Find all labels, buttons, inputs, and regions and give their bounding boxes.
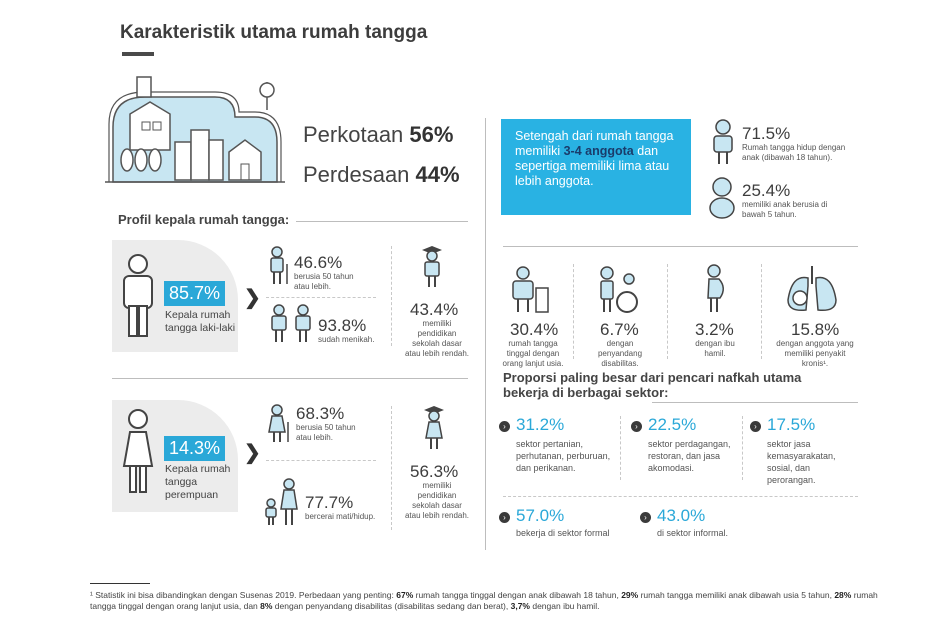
elderly-icon (505, 266, 551, 314)
divider (266, 297, 376, 298)
household-size-box: Setengah dari rumah tangga memiliki 3-4 … (501, 119, 691, 215)
sector-pct: 22.5% (648, 415, 697, 434)
wheelchair-icon (597, 266, 643, 314)
female-figure-icon (118, 408, 158, 494)
urban-stat: Perkotaan 56% (303, 122, 454, 147)
sector-caption: sektor jasa kemasyarakatan, sosial, dan … (767, 439, 836, 485)
divider (391, 406, 392, 530)
sector-pct: 31.2% (516, 415, 565, 434)
formal-caption: bekerja di sektor formal (516, 528, 610, 538)
divider (266, 460, 376, 461)
chevron-right-icon: ❯ (244, 442, 261, 464)
chevron-right-icon: › (640, 512, 651, 523)
sector-caption: sektor perdagangan, restoran, dan jasa a… (648, 439, 731, 473)
child-icon (708, 118, 738, 166)
female-label: Kepala rumah tangga perempuan (165, 463, 231, 501)
elderly-man-icon (268, 246, 290, 286)
divider (296, 221, 468, 222)
male-age-pct: 46.6% (294, 253, 343, 272)
children-caption: Rumah tangga hidup dengan anak (dibawah … (742, 143, 846, 162)
formal-pct: 57.0% (516, 506, 565, 525)
chevron-right-icon: ❯ (244, 287, 261, 309)
mother-child-icon (262, 477, 302, 527)
member-caption: dengan anggota yang memiliki penyakit kr… (776, 339, 854, 368)
graduate-woman-icon (422, 404, 446, 450)
couple-icon (268, 304, 316, 344)
female-edu-pct: 56.3% (410, 462, 459, 481)
baby-icon (706, 176, 738, 220)
graduate-icon (420, 244, 444, 288)
member-pct: 6.7% (600, 320, 639, 339)
footnote-rule (90, 583, 150, 584)
lungs-icon (784, 264, 840, 314)
divider (391, 246, 392, 346)
female-pct-badge: 14.3% (164, 436, 226, 461)
divider (761, 264, 762, 359)
female-divorced-pct: 77.7% (305, 493, 354, 512)
male-label: Kepala rumah tangga laki-laki (165, 309, 236, 334)
member-caption: dengan penyandang disabilitas. (597, 339, 643, 368)
children-pct: 71.5% (742, 124, 791, 143)
male-edu-caption: memiliki pendidikan sekolah dasar atau l… (404, 319, 470, 358)
title-underline (122, 52, 154, 56)
sector-caption: sektor pertanian, perhutanan, perburuan,… (516, 439, 611, 473)
male-edu-pct: 43.4% (410, 300, 459, 319)
town-illustration (105, 72, 285, 192)
female-age-pct: 68.3% (296, 404, 345, 423)
member-pct: 15.8% (791, 320, 840, 339)
member-caption: dengan ibu hamil. (695, 339, 735, 358)
male-married-pct: 93.8% (318, 316, 367, 335)
male-figure-icon (118, 252, 158, 338)
divider (503, 496, 858, 497)
divider (620, 416, 621, 480)
sector-pct: 17.5% (767, 415, 816, 434)
sector-heading: Proporsi paling besar dari pencari nafka… (503, 370, 802, 400)
chevron-right-icon: › (499, 421, 510, 432)
column-divider (485, 118, 486, 550)
chevron-right-icon: › (499, 512, 510, 523)
chevron-right-icon: › (750, 421, 761, 432)
elderly-woman-icon (268, 404, 290, 444)
female-edu-caption: memiliki pendidikan sekolah dasar atau l… (404, 481, 470, 520)
informal-pct: 43.0% (657, 506, 706, 525)
pregnant-icon (700, 264, 730, 314)
profile-heading: Profil kepala rumah tangga: (118, 212, 290, 227)
informal-caption: di sektor informal. (657, 528, 729, 538)
divider (112, 378, 468, 379)
page-title: Karakteristik utama rumah tangga (120, 22, 428, 43)
member-pct: 30.4% (510, 320, 559, 339)
under5-pct: 25.4% (742, 181, 791, 200)
divider (573, 264, 574, 359)
member-caption: rumah tangga tinggal dengan orang lanjut… (502, 339, 564, 368)
footnote: ¹ Statistik ini bisa dibandingkan dengan… (90, 590, 878, 611)
male-age-caption: berusia 50 tahun atau lebih. (294, 272, 354, 291)
rural-stat: Perdesaan 44% (303, 162, 460, 187)
female-divorced-caption: bercerai mati/hidup. (305, 512, 376, 521)
divider (742, 416, 743, 480)
divider (667, 264, 668, 359)
under5-caption: memiliki anak berusia di bawah 5 tahun. (742, 200, 828, 219)
male-pct-badge: 85.7% (164, 281, 226, 306)
divider (652, 402, 858, 403)
male-married-caption: sudah menikah. (318, 335, 375, 344)
divider (503, 246, 858, 247)
chevron-right-icon: › (631, 421, 642, 432)
female-age-caption: berusia 50 tahun atau lebih. (296, 423, 356, 442)
member-pct: 3.2% (695, 320, 734, 339)
